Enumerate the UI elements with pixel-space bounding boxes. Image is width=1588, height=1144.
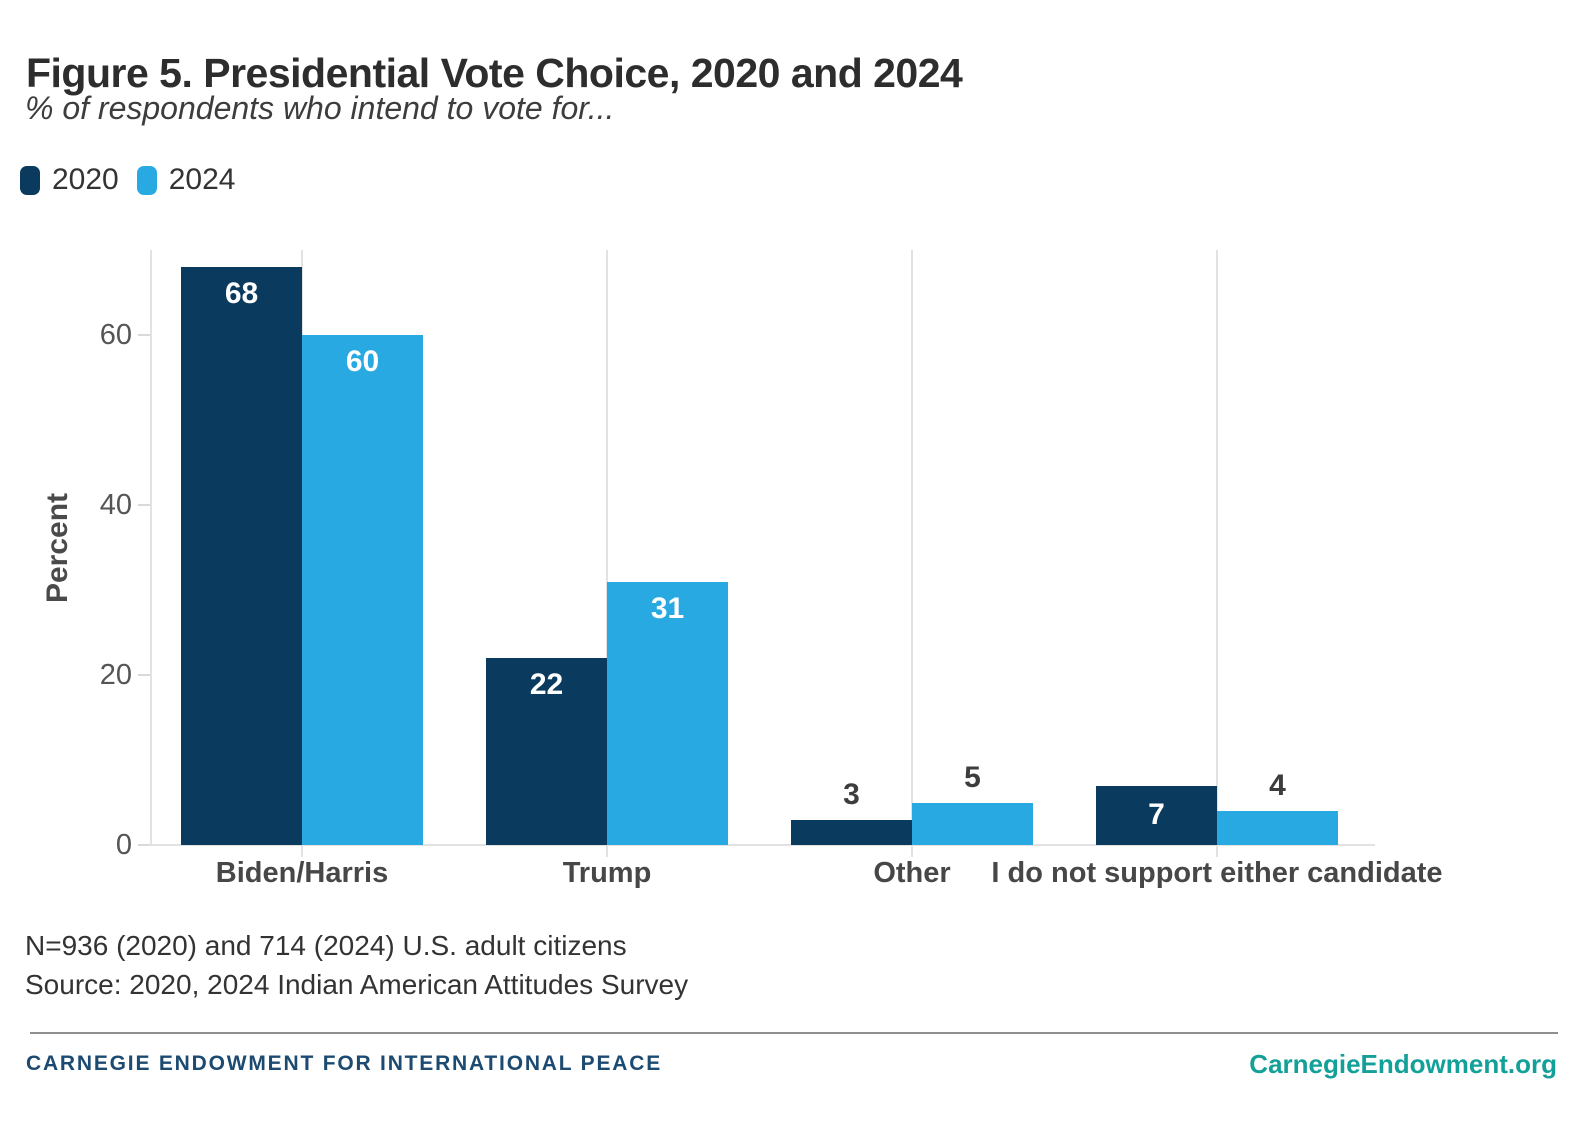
bar-2024-category-0: [302, 335, 423, 845]
chart-legend: 2020 2024: [20, 163, 236, 197]
y-tick-label: 0: [115, 829, 132, 861]
category-gridline: [1216, 250, 1218, 857]
bar-value-label: 5: [964, 760, 981, 794]
x-axis-category-label: Trump: [562, 857, 652, 889]
site-link[interactable]: CarnegieEndowment.org: [1249, 1049, 1557, 1079]
bar-value-label: 22: [529, 668, 564, 701]
bar-value-label: 68: [224, 277, 259, 310]
x-axis-category-label: I do not support either candidate: [991, 857, 1443, 889]
chart-notes: N=936 (2020) and 714 (2024) U.S. adult c…: [25, 926, 688, 1004]
category-gridline: [911, 250, 913, 857]
figure-title: Figure 5. Presidential Vote Choice, 2020…: [26, 50, 963, 97]
x-axis-line: [150, 844, 1375, 846]
legend-label-2020: 2020: [52, 163, 119, 196]
bar-2020-category-3: [1096, 785, 1217, 845]
y-tick-mark: [138, 844, 150, 846]
bar-value-label: 7: [1148, 798, 1165, 832]
footer-divider: [30, 1032, 1558, 1034]
figure-subtitle: % of respondents who intend to vote for.…: [25, 90, 615, 126]
bar-value-label: 60: [345, 345, 380, 378]
bar-value-label: 4: [1269, 769, 1286, 802]
bar-2024-category-1: [607, 581, 728, 845]
bar-2020-category-0: [181, 267, 302, 845]
bar-2020-category-1: [486, 658, 607, 845]
y-tick-mark: [138, 504, 150, 506]
bar-2024-category-2: [912, 802, 1033, 845]
y-tick-mark: [138, 334, 150, 336]
source-note: Source: 2020, 2024 Indian American Attit…: [25, 969, 689, 1000]
legend-swatch-2020: [20, 165, 40, 195]
bar-2024-category-3: [1217, 811, 1338, 845]
y-tick-label: 40: [99, 489, 132, 521]
x-axis-category-label: Biden/Harris: [215, 857, 389, 889]
x-axis-category-label: Other: [873, 857, 951, 889]
brand-name: CARNEGIE ENDOWMENT FOR INTERNATIONAL PEA…: [26, 1052, 662, 1075]
y-tick-label: 60: [99, 319, 132, 351]
bar-value-label: 3: [843, 777, 860, 811]
y-tick-mark: [138, 674, 150, 676]
legend-swatch-2024: [136, 165, 157, 195]
legend-label-2024: 2024: [168, 163, 236, 196]
bar-value-label: 31: [650, 591, 685, 625]
sample-size-note: N=936 (2020) and 714 (2024) U.S. adult c…: [25, 930, 627, 961]
category-gridline: [606, 250, 608, 857]
y-tick-label: 20: [99, 659, 132, 691]
y-axis-line: [150, 250, 152, 845]
bar-2020-category-2: [791, 819, 912, 845]
legend-item-2024: 2024: [136, 163, 236, 197]
legend-item-2020: 2020: [20, 163, 119, 197]
